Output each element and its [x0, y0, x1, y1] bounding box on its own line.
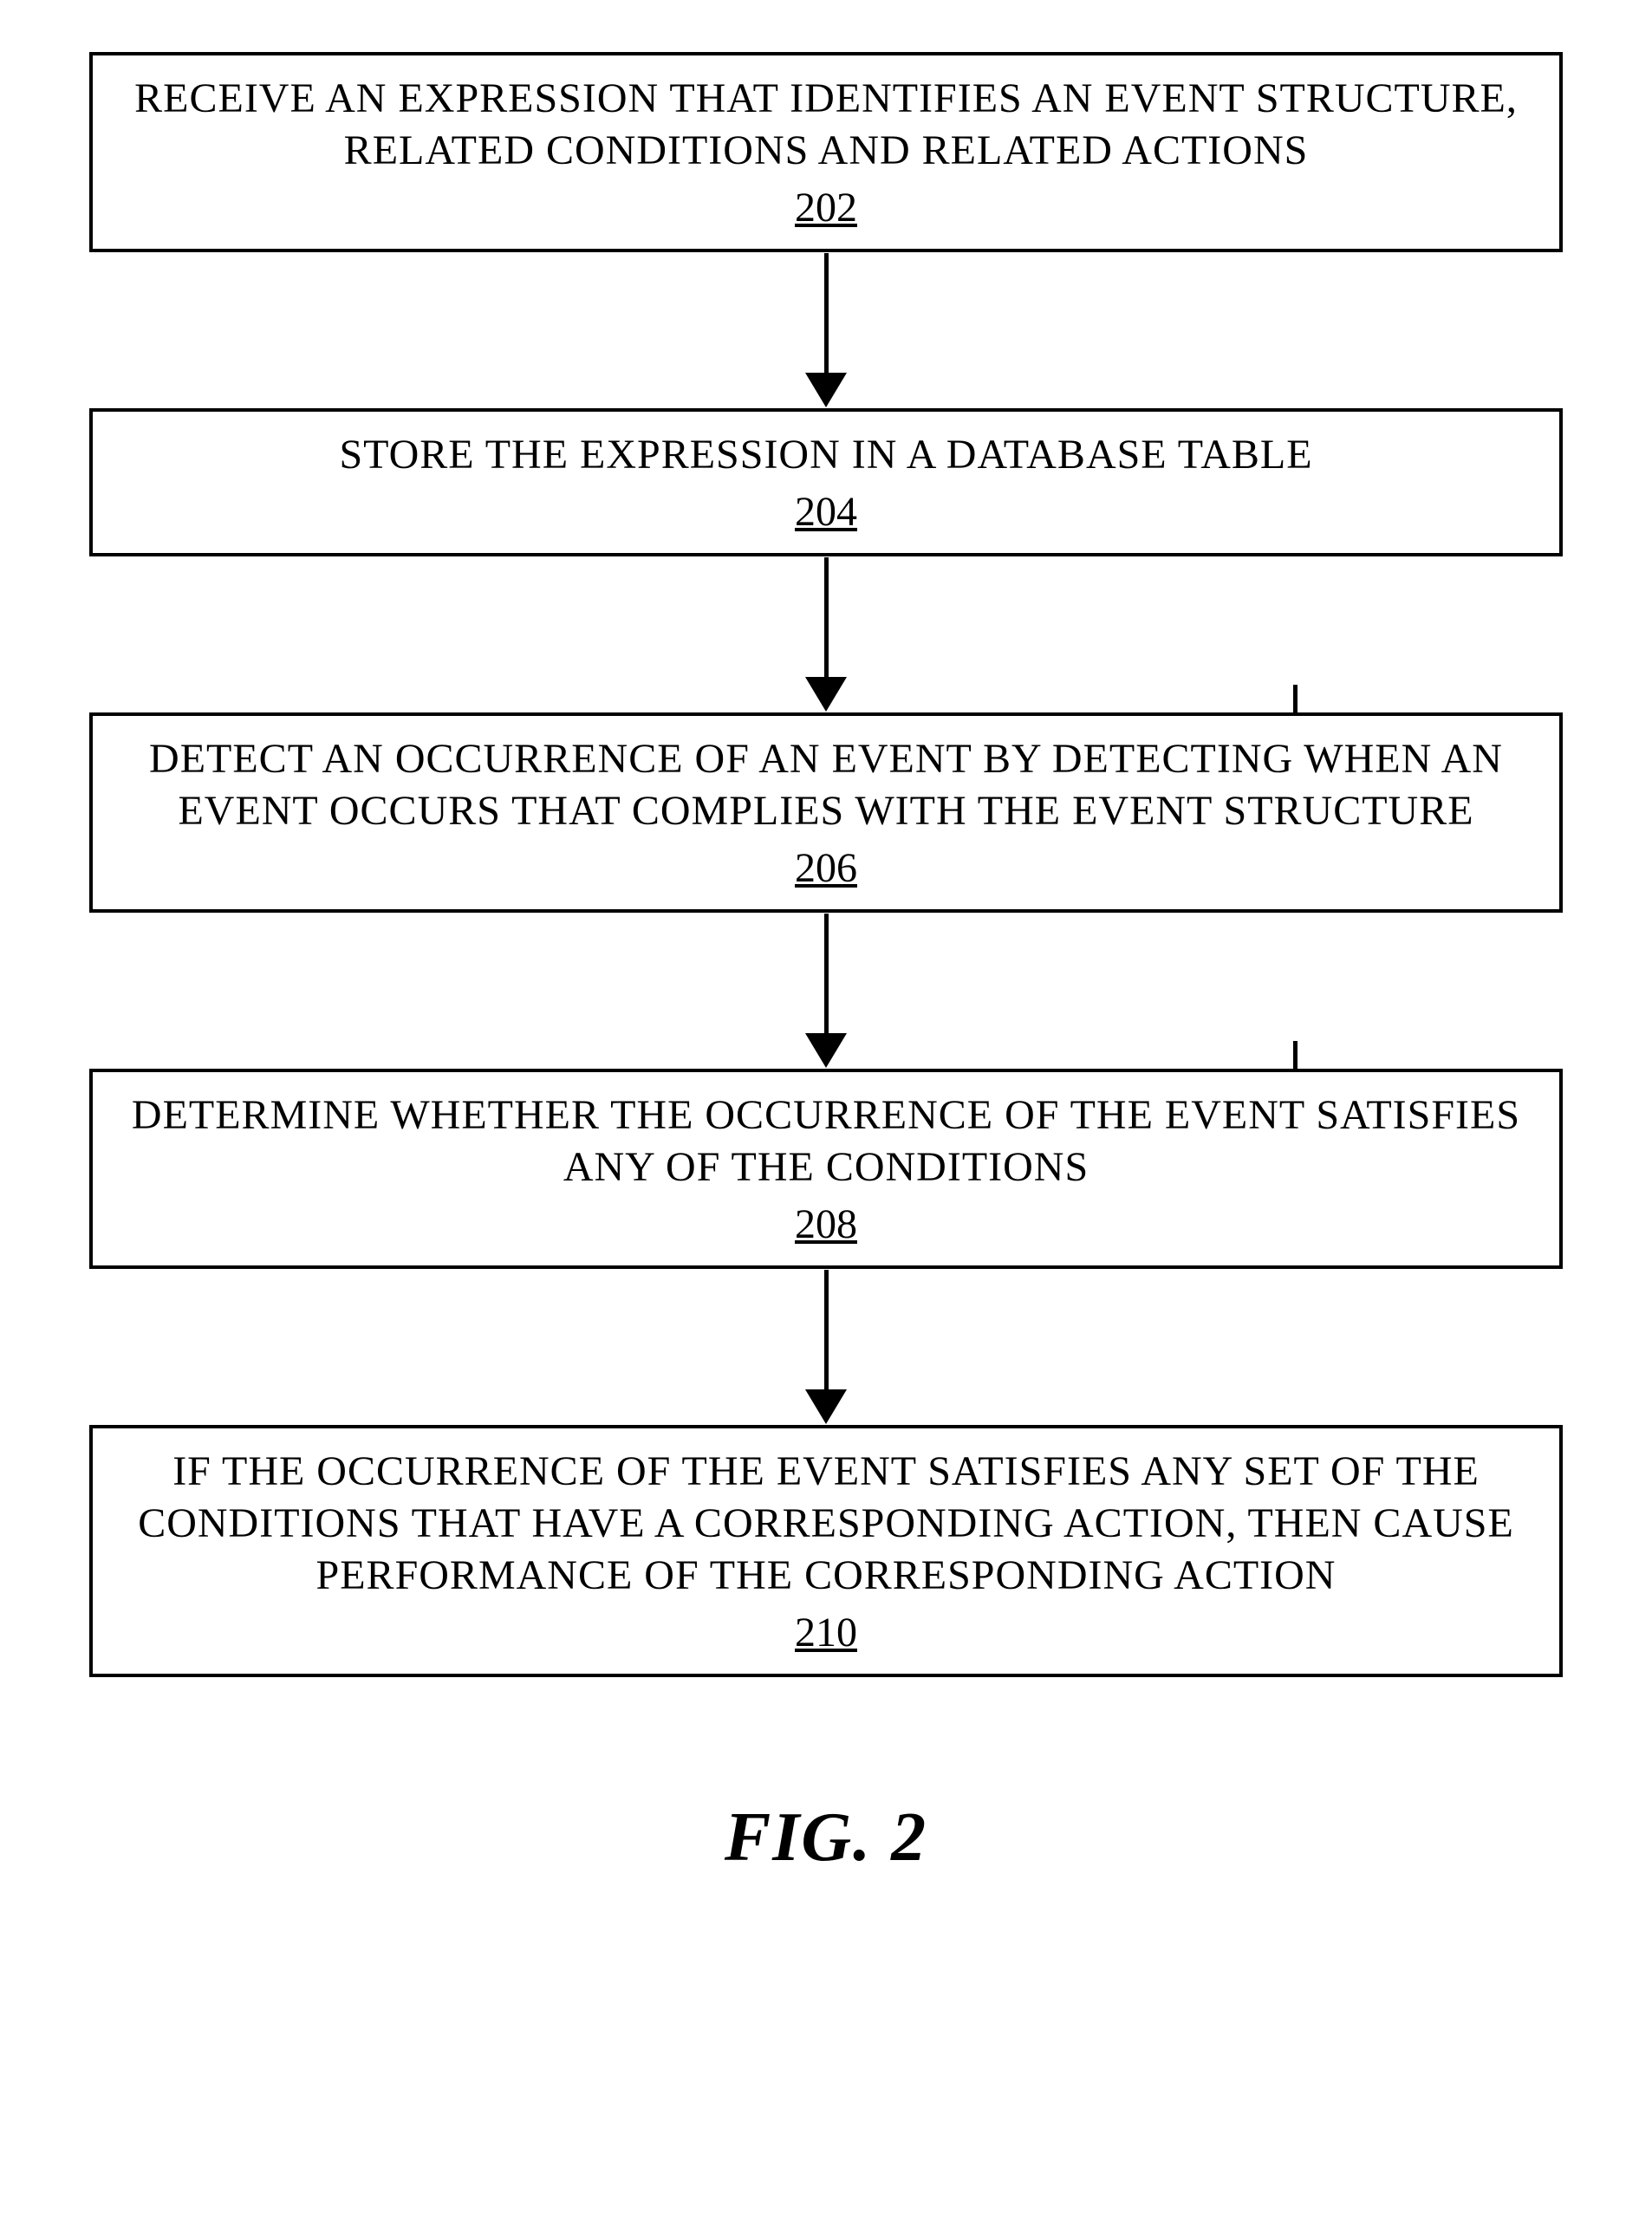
box-text: DETERMINE WHETHER THE OCCURRENCE OF THE … — [127, 1089, 1525, 1194]
arrow-line — [824, 914, 829, 1035]
arrow-line — [824, 557, 829, 679]
box-ref: 210 — [795, 1609, 857, 1656]
flow-box-204: STORE THE EXPRESSION IN A DATABASE TABLE… — [89, 408, 1563, 556]
arrow-head-icon — [805, 373, 847, 407]
arrow-head-icon — [805, 677, 847, 712]
arrow-head-icon — [805, 1389, 847, 1424]
box-text: IF THE OCCURRENCE OF THE EVENT SATISFIES… — [127, 1446, 1525, 1602]
flow-box-206: DETECT AN OCCURRENCE OF AN EVENT BY DETE… — [89, 712, 1563, 913]
flowchart-container: RECEIVE AN EXPRESSION THAT IDENTIFIES AN… — [89, 52, 1563, 1677]
top-tick-mark — [1293, 685, 1298, 712]
box-ref: 208 — [795, 1200, 857, 1248]
arrow-head-icon — [805, 1033, 847, 1068]
arrow-206-208 — [805, 913, 847, 1069]
flow-box-208: DETERMINE WHETHER THE OCCURRENCE OF THE … — [89, 1069, 1563, 1269]
box-text: STORE THE EXPRESSION IN A DATABASE TABLE — [339, 429, 1312, 481]
top-tick-mark — [1293, 1041, 1298, 1069]
arrow-202-204 — [805, 252, 847, 408]
figure-caption: FIG. 2 — [725, 1798, 927, 1877]
box-ref: 204 — [795, 488, 857, 536]
arrow-208-210 — [805, 1269, 847, 1425]
arrow-line — [824, 1270, 829, 1391]
box-text: DETECT AN OCCURRENCE OF AN EVENT BY DETE… — [127, 733, 1525, 837]
flow-box-202: RECEIVE AN EXPRESSION THAT IDENTIFIES AN… — [89, 52, 1563, 252]
box-ref: 202 — [795, 184, 857, 231]
box-text: RECEIVE AN EXPRESSION THAT IDENTIFIES AN… — [127, 73, 1525, 177]
box-ref: 206 — [795, 844, 857, 892]
arrow-line — [824, 253, 829, 374]
arrow-204-206 — [805, 556, 847, 712]
flow-box-210: IF THE OCCURRENCE OF THE EVENT SATISFIES… — [89, 1425, 1563, 1677]
